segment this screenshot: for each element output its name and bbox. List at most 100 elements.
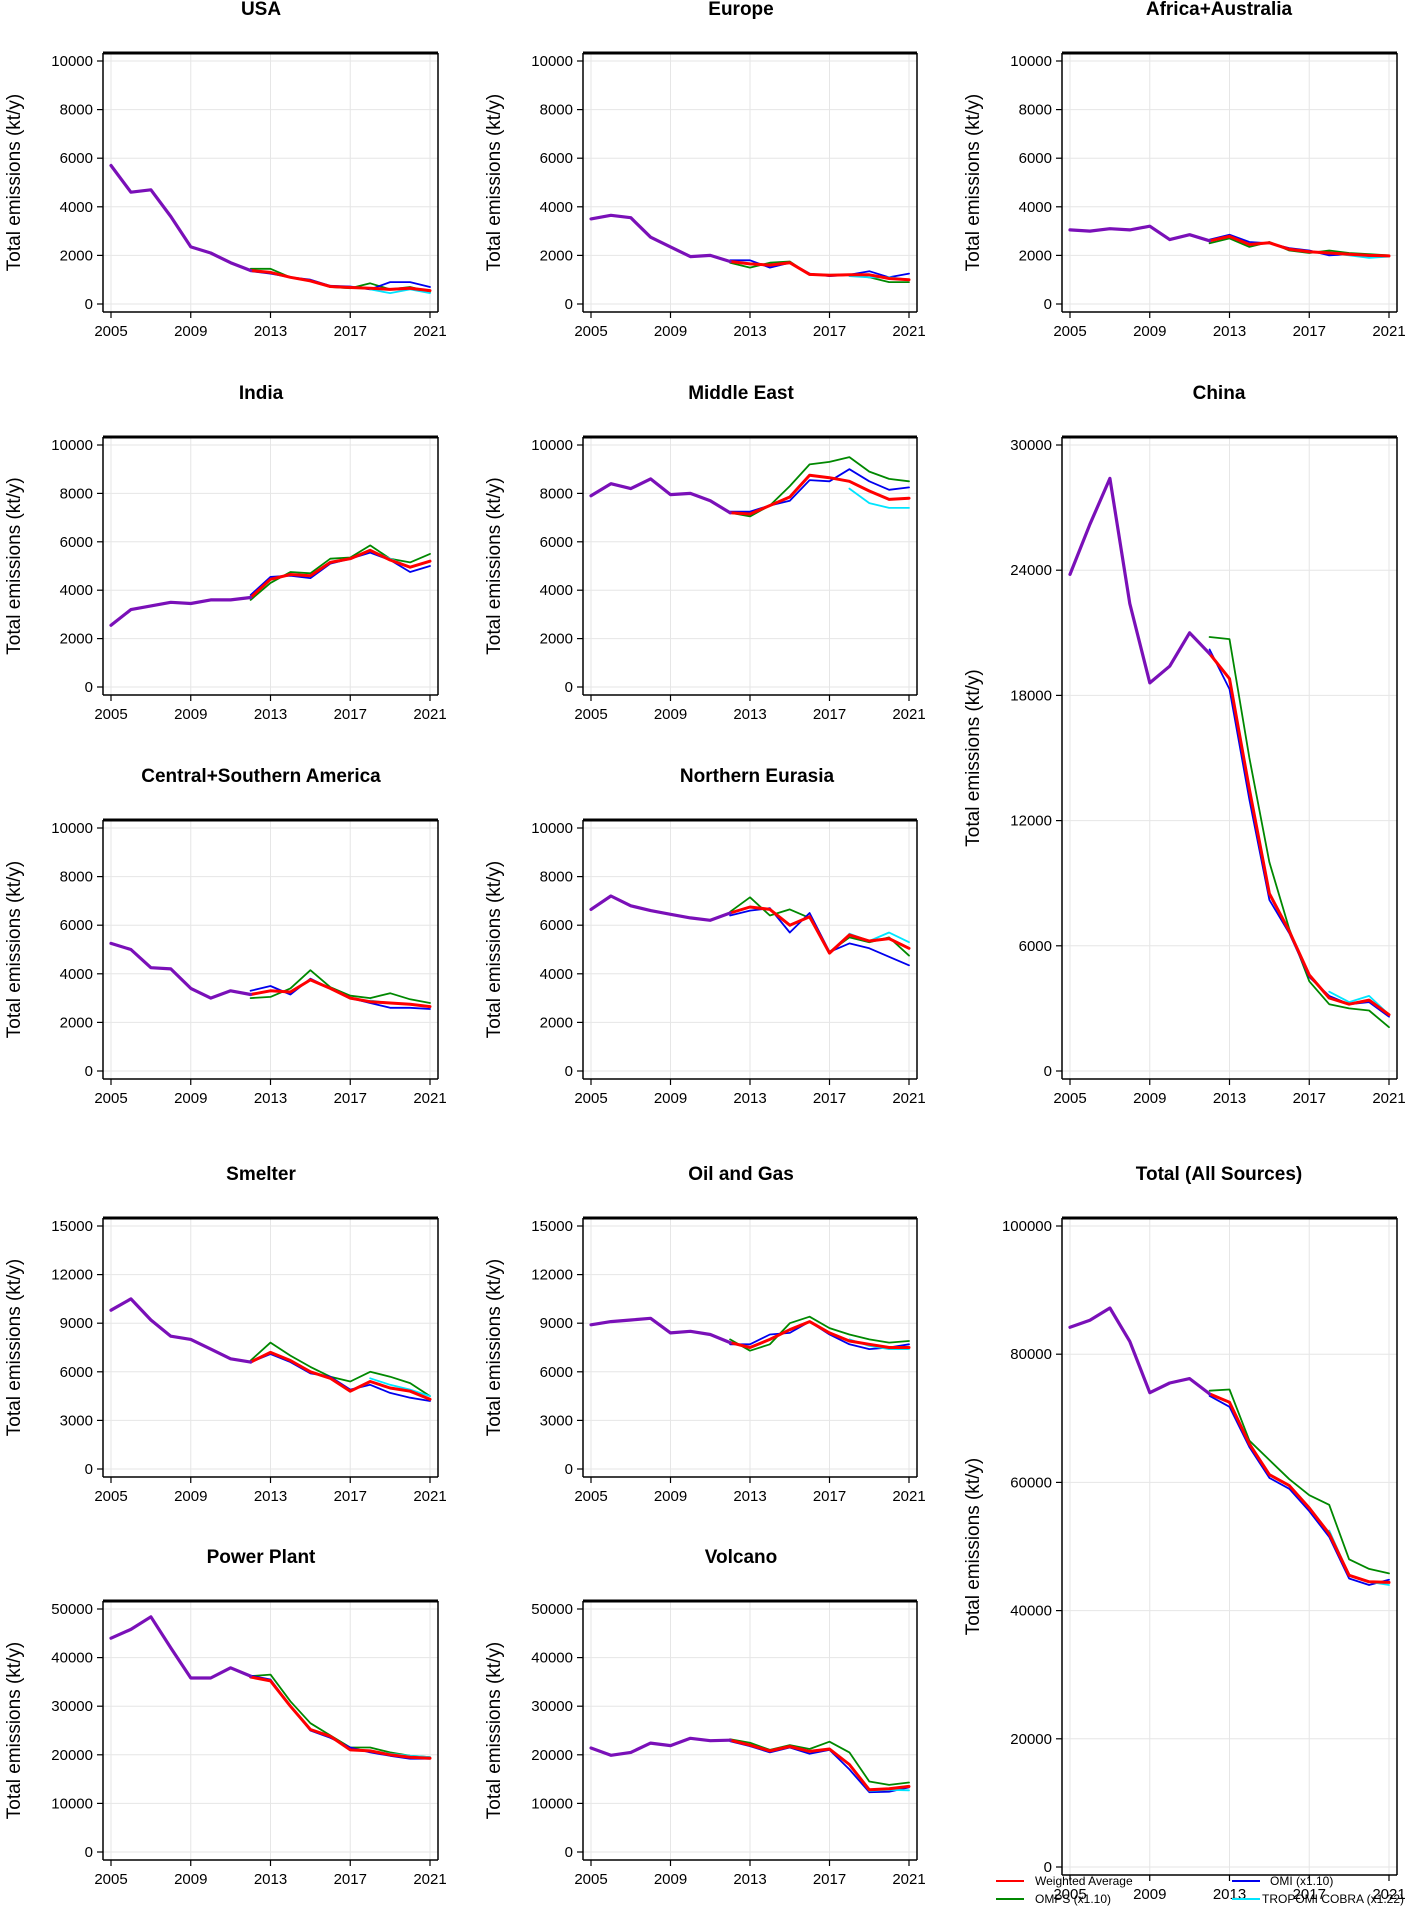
y-tick-label: 2000 — [540, 631, 573, 648]
x-tick-label: 2017 — [813, 1488, 846, 1505]
series-line-weighted-average — [728, 1738, 911, 1792]
y-tick-label: 2000 — [1019, 247, 1052, 264]
x-tick-label: 2005 — [574, 1871, 607, 1888]
y-tick-label: 40000 — [51, 1650, 93, 1667]
gridlines — [583, 820, 917, 1079]
y-axis-label: Total emissions (kt/y) — [4, 1259, 25, 1436]
series-line-tropomi-cobra-x1-22 — [1328, 990, 1390, 1016]
y-tick-label: 10000 — [51, 437, 93, 454]
x-tick-label: 2009 — [174, 1488, 207, 1505]
y-tick-label: 10000 — [51, 53, 93, 70]
y-tick-label: 60000 — [1010, 1474, 1052, 1491]
series-line-combined — [109, 595, 253, 627]
x-tick-label: 2013 — [733, 1090, 766, 1107]
chart-panel-powerplant: 2005 2009 2013 2017 2021 0 10000 20000 30000 4000… — [4, 1547, 447, 1888]
legend-label-omi: OMI (x1.10) — [1270, 1874, 1333, 1888]
series-group — [1068, 1306, 1391, 1586]
series-line-combined — [109, 941, 253, 1000]
x-tick-label: 2021 — [892, 1871, 925, 1888]
y-tick-label: 50000 — [51, 1601, 93, 1618]
x-tick-label: 2005 — [574, 323, 607, 340]
series-line-weighted-average — [249, 269, 432, 293]
y-tick-label: 0 — [85, 679, 93, 696]
y-tick-label: 0 — [85, 296, 93, 313]
x-tick-label: 2013 — [1213, 1886, 1246, 1903]
x-tick-label: 2017 — [813, 323, 846, 340]
y-tick-label: 4000 — [60, 966, 93, 983]
x-tick-label: 2009 — [654, 1488, 687, 1505]
chart-title: Oil and Gas — [688, 1164, 794, 1185]
legend: Weighted Average OMI (x1.10) OMPS (x1.10… — [996, 1874, 1404, 1906]
y-tick-label: 6000 — [60, 534, 93, 551]
x-tick-label: 2013 — [254, 1090, 287, 1107]
series-line-combined — [589, 1316, 732, 1345]
series-line-tropomi-cobra-x1-22 — [1328, 1529, 1390, 1586]
y-tick-label: 6000 — [540, 150, 573, 167]
y-axis-label: Total emissions (kt/y) — [484, 94, 505, 271]
x-tick-label: 2021 — [1372, 1090, 1405, 1107]
y-axis-label: Total emissions (kt/y) — [4, 477, 25, 654]
series-line-weighted-average — [1208, 234, 1391, 258]
y-tick-label: 8000 — [60, 102, 93, 119]
y-tick-label: 12000 — [51, 1267, 93, 1284]
chart-panel-africa: 2005 2009 2013 2017 2021 0 2000 4000 6000 8000 100… — [963, 0, 1406, 340]
gridlines — [583, 53, 917, 312]
y-tick-label: 20000 — [1010, 1731, 1052, 1748]
y-tick-label: 6000 — [540, 534, 573, 551]
y-tick-label: 2000 — [540, 247, 573, 264]
x-tick-label: 2009 — [174, 1090, 207, 1107]
x-tick-label: 2009 — [1133, 323, 1166, 340]
x-tick-label: 2009 — [1133, 1886, 1166, 1903]
y-tick-label: 8000 — [540, 869, 573, 886]
y-axis-label: Total emissions (kt/y) — [4, 861, 25, 1038]
x-tick-label: 2005 — [94, 1488, 127, 1505]
y-tick-label: 10000 — [51, 1795, 93, 1812]
series-line-tropomi-cobra-x1-22 — [369, 1377, 431, 1397]
x-tick-label: 2021 — [1372, 323, 1405, 340]
series-line-combined — [109, 1615, 253, 1680]
x-tick-label: 2017 — [334, 706, 367, 723]
y-tick-label: 6000 — [60, 917, 93, 934]
gridlines — [103, 53, 438, 312]
series-line-omps-x1-10 — [249, 544, 431, 601]
series-group — [589, 456, 911, 518]
y-axis-label: Total emissions (kt/y) — [963, 669, 984, 846]
y-tick-label: 80000 — [1010, 1346, 1052, 1363]
x-tick-label: 2021 — [413, 1090, 446, 1107]
x-tick-label: 2005 — [94, 1090, 127, 1107]
x-tick-label: 2005 — [94, 1871, 127, 1888]
x-tick-label: 2017 — [334, 1488, 367, 1505]
series-line-weighted-average — [728, 260, 911, 282]
y-tick-label: 24000 — [1010, 562, 1052, 579]
y-tick-label: 6000 — [540, 1364, 573, 1381]
series-group — [109, 163, 432, 295]
y-axis-label: Total emissions (kt/y) — [4, 1642, 25, 1819]
gridlines — [1062, 437, 1397, 1079]
y-tick-label: 6000 — [60, 150, 93, 167]
x-tick-label: 2021 — [892, 1488, 925, 1505]
x-tick-label: 2009 — [654, 1090, 687, 1107]
y-axis-label: Total emissions (kt/y) — [963, 94, 984, 271]
y-tick-label: 9000 — [60, 1315, 93, 1332]
gridlines — [1062, 1218, 1397, 1875]
x-tick-label: 2021 — [892, 1090, 925, 1107]
x-tick-label: 2021 — [413, 1488, 446, 1505]
x-tick-label: 2021 — [892, 323, 925, 340]
x-tick-label: 2009 — [174, 706, 207, 723]
chart-title: India — [239, 383, 284, 404]
gridlines — [1062, 53, 1397, 312]
y-tick-label: 0 — [565, 1844, 573, 1861]
series-line-weighted-average — [249, 1675, 432, 1760]
series-line-weighted-average — [1208, 1392, 1391, 1584]
x-tick-label: 2005 — [574, 1488, 607, 1505]
series-line-omps-x1-10 — [1208, 1388, 1390, 1575]
y-tick-label: 6000 — [1019, 938, 1052, 955]
y-tick-label: 30000 — [1010, 437, 1052, 454]
series-line-weighted-average — [1208, 652, 1391, 1017]
y-tick-label: 2000 — [60, 631, 93, 648]
y-tick-label: 0 — [1044, 1063, 1052, 1080]
chart-title: Middle East — [688, 383, 794, 404]
y-tick-label: 0 — [1044, 1859, 1052, 1876]
x-tick-label: 2017 — [813, 1090, 846, 1107]
chart-title: China — [1193, 383, 1246, 404]
